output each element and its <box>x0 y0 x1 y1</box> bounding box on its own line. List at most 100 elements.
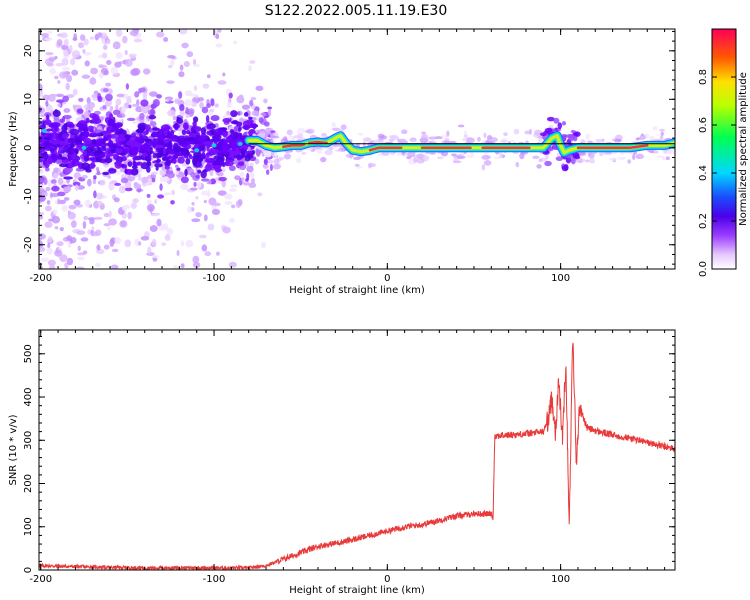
heatmap-speckle <box>246 172 250 181</box>
snr-line-panel: -200 -100 0 100 0 100 200 300 400 500 Height of s… <box>8 329 676 596</box>
heatmap-speckle <box>107 118 115 127</box>
heatmap-speckle <box>77 42 85 49</box>
heatmap-speckle <box>272 132 279 138</box>
ridge-core-red <box>576 144 649 150</box>
heatmap-speckle <box>106 59 112 65</box>
heatmap-speckle <box>48 57 56 62</box>
heatmap-speckle <box>41 128 47 133</box>
heatmap-speckle <box>488 139 496 142</box>
heatmap-speckle <box>45 186 51 192</box>
heatmap-speckle <box>156 133 161 137</box>
heatmap-speckle <box>73 199 81 206</box>
heatmap-speckle <box>274 151 278 158</box>
heatmap-speckle <box>230 120 240 125</box>
bottom-x-tick-label: 0 <box>384 574 390 585</box>
heatmap-speckle <box>71 159 80 167</box>
colorbar-gradient <box>711 28 737 270</box>
heatmap-speckle <box>247 146 251 151</box>
heatmap-speckle <box>144 155 150 162</box>
heatmap-speckle <box>193 144 199 148</box>
heatmap-speckle <box>214 159 225 166</box>
heatmap-speckle <box>457 124 465 128</box>
top-y-tick-label: 10 <box>23 93 34 106</box>
heatmap-speckle <box>181 129 187 136</box>
heatmap-speckle <box>44 142 50 148</box>
heatmap-speckle <box>90 36 94 40</box>
heatmap-speckle <box>58 140 64 146</box>
heatmap-speckle <box>135 162 141 166</box>
heatmap-speckle <box>209 109 215 113</box>
heatmap-speckle <box>272 163 281 170</box>
heatmap-speckle <box>78 97 84 102</box>
heatmap-speckle <box>142 68 151 75</box>
heatmap-speckle <box>246 165 254 173</box>
heatmap-speckle <box>183 155 189 159</box>
heatmap-speckle <box>250 172 255 178</box>
heatmap-speckle <box>103 69 109 76</box>
heatmap-speckle <box>195 212 202 218</box>
heatmap-speckle <box>561 121 567 126</box>
heatmap-speckle <box>156 31 165 38</box>
heatmap-speckle <box>245 119 254 124</box>
heatmap-speckle <box>57 191 66 197</box>
heatmap-speckle <box>67 157 72 162</box>
heatmap-speckle <box>39 212 45 216</box>
heatmap-speckle <box>43 177 48 185</box>
heatmap-speckle <box>206 145 210 152</box>
heatmap-speckle <box>210 115 220 122</box>
heatmap-speckle <box>648 135 656 141</box>
heatmap-speckle <box>499 140 508 143</box>
heatmap-speckle <box>101 145 107 152</box>
heatmap-speckle <box>180 148 185 152</box>
colorbar-tick-label: 0.4 <box>698 165 709 181</box>
heatmap-speckle <box>249 99 254 107</box>
heatmap-speckle <box>229 218 235 223</box>
heatmap-speckle <box>60 32 68 39</box>
heatmap-speckle <box>224 160 234 167</box>
heatmap-speckle <box>114 161 122 169</box>
heatmap-speckle <box>483 159 492 166</box>
heatmap-speckle <box>273 158 280 165</box>
heatmap-speckle <box>196 181 202 189</box>
chart-title: S122.2022.005.11.19.E30 <box>265 3 448 19</box>
heatmap-speckle <box>189 187 198 191</box>
heatmap-speckle <box>180 176 189 184</box>
heatmap-speckle <box>316 149 322 155</box>
heatmap-speckle <box>146 199 153 205</box>
heatmap-speckle <box>130 202 137 209</box>
heatmap-speckle <box>166 172 175 179</box>
heatmap-speckle <box>159 169 167 177</box>
heatmap-speckle <box>90 231 100 237</box>
heatmap-speckle <box>286 129 293 136</box>
heatmap-speckle <box>211 208 221 216</box>
heatmap-speckle <box>192 255 200 264</box>
heatmap-speckle <box>220 143 231 151</box>
heatmap-speckle <box>49 264 56 269</box>
heatmap-speckle <box>452 160 462 164</box>
heatmap-speckle <box>115 104 119 112</box>
heatmap-speckle <box>81 74 91 79</box>
heatmap-speckle <box>46 62 54 67</box>
heatmap-speckle <box>139 133 143 138</box>
heatmap-speckle <box>55 93 65 98</box>
heatmap-speckle <box>324 149 333 156</box>
heatmap-speckle <box>230 184 238 188</box>
heatmap-speckle <box>138 241 142 246</box>
heatmap-speckle <box>401 129 408 135</box>
heatmap-speckle <box>39 246 46 252</box>
heatmap-speckle <box>237 198 243 206</box>
heatmap-speckle <box>98 64 104 69</box>
heatmap-speckle <box>61 133 69 139</box>
heatmap-speckle <box>138 149 148 154</box>
heatmap-speckle <box>120 156 127 162</box>
heatmap-speckle <box>39 261 43 269</box>
heatmap-speckle <box>73 172 81 180</box>
heatmap-speckle <box>45 114 50 121</box>
heatmap-speckle <box>105 93 113 102</box>
colorbar-tick-label: 0.2 <box>698 213 709 229</box>
heatmap-speckle <box>178 71 185 78</box>
heatmap-speckle <box>87 125 94 131</box>
heatmap-speckle <box>483 132 487 138</box>
heatmap-speckle <box>176 249 180 257</box>
